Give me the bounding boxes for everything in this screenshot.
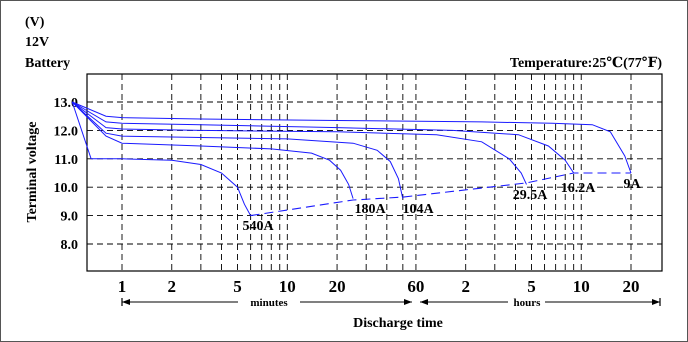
x-tick-label: 20 (623, 277, 640, 296)
series-label: 9A (623, 177, 641, 192)
discharge-curve-9A (72, 101, 632, 174)
y-tick-label: 9.0 (61, 210, 79, 225)
series-label: 29.5A (513, 188, 549, 203)
hours-label: hours (514, 297, 542, 309)
y-tick-label: 10.0 (54, 181, 79, 196)
y-tick-label: 11.0 (54, 153, 78, 168)
series-labels: 540A 180A 104A 29.5A 16.2A 9A (242, 177, 641, 234)
y-axis-label: Terminal voltage (25, 122, 40, 223)
series-label: 16.2A (561, 181, 597, 196)
plot-area (86, 73, 663, 272)
discharge-curve-29-5A (71, 101, 527, 185)
final-voltage-line (250, 172, 631, 217)
x-tick-label: 2 (461, 277, 470, 296)
series-group (71, 101, 632, 217)
x-axis-label: Discharge time (353, 316, 443, 331)
discharge-curve-180A (71, 101, 354, 199)
x-tick-label: 5 (233, 277, 242, 296)
y-tick-label: 13.0 (54, 96, 79, 111)
unit-label: (V) (25, 15, 45, 30)
voltage-label: 12V (25, 35, 49, 50)
x-tick-label: 10 (573, 277, 590, 296)
x-tick-label: 60 (407, 277, 424, 296)
device-label: Battery (25, 56, 70, 71)
x-tick-label: 1 (118, 277, 127, 296)
y-tick-label: 8.0 (61, 238, 79, 253)
hours-range-bracket (420, 298, 661, 306)
temperature-label: Temperature:25℃(77℉) (510, 56, 662, 71)
discharge-curve-540A (71, 101, 252, 216)
minutes-label: minutes (250, 297, 288, 309)
y-tick-label: 12.0 (54, 124, 79, 139)
x-tick-label: 20 (329, 277, 346, 296)
series-label: 104A (402, 202, 434, 217)
x-tick-label: 2 (168, 277, 177, 296)
discharge-curve-16-2A (71, 101, 575, 174)
x-tick-label: 5 (527, 277, 536, 296)
x-axis-ticks: 1 2 5 10 20 60 2 5 10 20 (118, 277, 640, 296)
minutes-range-bracket (121, 298, 412, 306)
series-label: 540A (242, 219, 274, 234)
x-tick-label: 10 (279, 277, 296, 296)
discharge-curve-104A (71, 101, 404, 199)
y-axis-ticks: 13.0 12.0 11.0 10.0 9.0 8.0 (54, 96, 79, 253)
series-label: 180A (354, 202, 386, 217)
